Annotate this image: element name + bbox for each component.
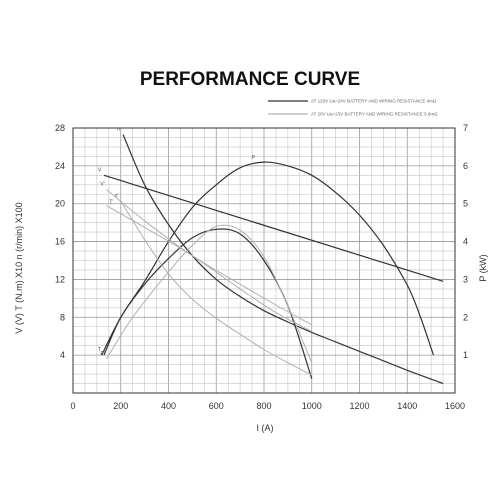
x-tick-label: 800 — [256, 401, 271, 411]
x-axis-label: I (A) — [257, 423, 274, 433]
y2-tick-label: 4 — [463, 237, 468, 247]
y-tick-label: 28 — [55, 123, 65, 133]
x-tick-label: 0 — [70, 401, 75, 411]
y-axis-label: V (V) T (N.m) X10 n (r/min) X100 — [14, 202, 24, 333]
series-v-alt-curve — [106, 189, 313, 326]
series-label: T — [98, 347, 101, 353]
series-p-curve — [101, 161, 435, 356]
chart-title: PERFORMANCE CURVE — [140, 69, 360, 90]
y-tick-label: 8 — [60, 312, 65, 322]
x-tick-label: 400 — [161, 401, 176, 411]
series-p-alt-curve — [105, 224, 313, 363]
y-tick-label: 4 — [60, 350, 65, 360]
series-label: V — [98, 167, 102, 173]
x-tick-label: 1000 — [302, 401, 322, 411]
tick-labels: 0 200 400 600 800 1000 1200 1400 160048121620242… — [55, 123, 468, 411]
series-label: n — [117, 127, 120, 133]
x-tick-label: 1600 — [445, 401, 465, 411]
y-tick-label: 12 — [55, 274, 65, 284]
series-label: P' — [100, 351, 104, 357]
y-tick-label: 24 — [55, 161, 65, 171]
series-label: P — [252, 155, 256, 161]
legend-entry: AT 20V Ua=23V BATTERY AND WIRING RESISTA… — [311, 112, 438, 117]
y2-axis-label: P (kW) — [478, 254, 488, 281]
y2-tick-label: 3 — [463, 274, 468, 284]
legend: AT 120V Ua=24V BATTERY AND WIRING RESIST… — [268, 99, 438, 117]
series-t-alt-curve — [106, 205, 313, 332]
series-label: T' — [109, 200, 113, 206]
y2-tick-label: 2 — [463, 312, 468, 322]
series-n-curve — [122, 134, 444, 385]
y-tick-label: 20 — [55, 199, 65, 209]
x-tick-label: 1400 — [397, 401, 417, 411]
legend-entry: AT 120V Ua=24V BATTERY AND WIRING RESIST… — [311, 99, 437, 104]
series-v-curve — [103, 174, 444, 282]
series-group: n V P Tn' V' P' T' — [98, 127, 444, 385]
series-label: n' — [115, 193, 119, 199]
y2-tick-label: 6 — [463, 161, 468, 171]
y-tick-label: 16 — [55, 237, 65, 247]
x-tick-label: 600 — [209, 401, 224, 411]
series-t-curve — [103, 228, 313, 379]
y2-tick-label: 7 — [463, 123, 468, 133]
grid — [73, 128, 455, 393]
x-tick-label: 1200 — [349, 401, 369, 411]
y2-tick-label: 1 — [463, 350, 468, 360]
plot-frame — [72, 127, 456, 394]
series-label: V' — [100, 182, 104, 188]
y2-tick-label: 5 — [463, 199, 468, 209]
x-tick-label: 200 — [113, 401, 128, 411]
series-n-alt-curve — [120, 200, 313, 376]
